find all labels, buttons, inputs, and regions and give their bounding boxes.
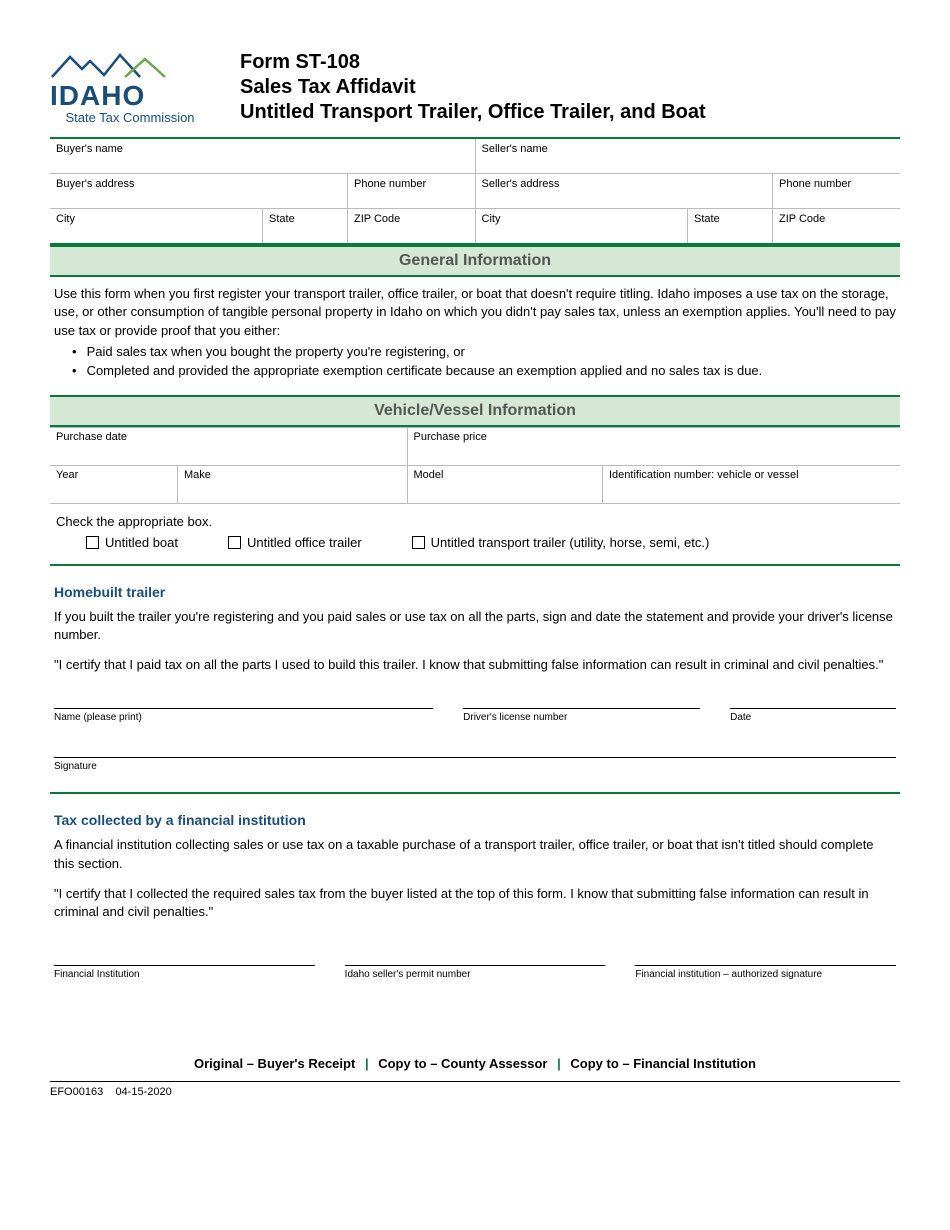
checkbox-icon	[412, 536, 425, 549]
header: IDAHO State Tax Commission Form ST-108 S…	[50, 50, 900, 125]
general-bullet-2: Completed and provided the appropriate e…	[72, 361, 896, 381]
checkbox-untitled-boat[interactable]: Untitled boat	[86, 535, 178, 550]
checkbox-label-2: Untitled office trailer	[247, 535, 362, 550]
financial-header: Tax collected by a financial institution	[50, 812, 900, 828]
signature-field[interactable]: Signature	[54, 757, 896, 772]
logo: IDAHO State Tax Commission	[50, 50, 210, 125]
date-field[interactable]: Date	[730, 708, 896, 723]
checkbox-untitled-transport[interactable]: Untitled transport trailer (utility, hor…	[412, 535, 710, 550]
form-id: EFO00163	[50, 1086, 103, 1098]
homebuilt-sig-row-1: Name (please print) Driver's license num…	[50, 708, 900, 723]
dl-number-label: Driver's license number	[463, 712, 700, 723]
auth-signature-label: Financial institution – authorized signa…	[635, 969, 896, 980]
financial-inst-label: Financial Institution	[54, 969, 315, 980]
buyer-phone-field[interactable]: Phone number	[348, 174, 476, 209]
seller-state-field[interactable]: State	[688, 209, 773, 245]
homebuilt-p1: If you built the trailer you're register…	[50, 608, 900, 644]
logo-subtitle: State Tax Commission	[50, 110, 210, 125]
homebuilt-p2: "I certify that I paid tax on all the pa…	[50, 656, 900, 674]
checkbox-section: Check the appropriate box. Untitled boat…	[50, 504, 900, 566]
checkbox-label-3: Untitled transport trailer (utility, hor…	[431, 535, 710, 550]
general-info-header: General Information	[50, 245, 900, 277]
checkbox-untitled-office[interactable]: Untitled office trailer	[228, 535, 362, 550]
title-line-3: Untitled Transport Trailer, Office Trail…	[240, 100, 900, 125]
dist-3: Copy to – Financial Institution	[570, 1056, 756, 1071]
year-field[interactable]: Year	[50, 465, 178, 503]
checkbox-prompt: Check the appropriate box.	[56, 514, 894, 529]
financial-p1: A financial institution collecting sales…	[50, 836, 900, 872]
homebuilt-sig-row-2: Signature	[50, 757, 900, 794]
form-footer: EFO00163 04-15-2020	[50, 1081, 900, 1098]
name-print-field[interactable]: Name (please print)	[54, 708, 433, 723]
mountain-icon	[50, 50, 170, 80]
distribution-footer: Original – Buyer's Receipt | Copy to – C…	[50, 1050, 900, 1077]
purchase-price-field[interactable]: Purchase price	[407, 427, 900, 465]
buyer-name-field[interactable]: Buyer's name	[50, 138, 475, 174]
dist-1: Original – Buyer's Receipt	[194, 1056, 355, 1071]
buyer-city-field[interactable]: City	[50, 209, 263, 245]
general-info-text: Use this form when you first register yo…	[50, 277, 900, 395]
seller-address-field[interactable]: Seller's address	[475, 174, 773, 209]
id-number-field[interactable]: Identification number: vehicle or vessel	[603, 465, 901, 503]
general-intro: Use this form when you first register yo…	[54, 286, 896, 337]
financial-p2: "I certify that I collected the required…	[50, 885, 900, 921]
seller-city-field[interactable]: City	[475, 209, 688, 245]
title-line-1: Form ST-108	[240, 50, 900, 75]
checkbox-label-1: Untitled boat	[105, 535, 178, 550]
purchase-date-field[interactable]: Purchase date	[50, 427, 407, 465]
buyer-state-field[interactable]: State	[263, 209, 348, 245]
buyer-address-field[interactable]: Buyer's address	[50, 174, 348, 209]
logo-text: IDAHO	[50, 83, 210, 108]
title-line-2: Sales Tax Affidavit	[240, 75, 900, 100]
permit-number-label: Idaho seller's permit number	[345, 969, 606, 980]
vessel-info-header: Vehicle/Vessel Information	[50, 395, 900, 427]
buyer-zip-field[interactable]: ZIP Code	[348, 209, 476, 245]
name-print-label: Name (please print)	[54, 712, 433, 723]
permit-number-field[interactable]: Idaho seller's permit number	[345, 965, 606, 980]
buyer-seller-table: Buyer's name Seller's name Buyer's addre…	[50, 137, 900, 245]
financial-inst-field[interactable]: Financial Institution	[54, 965, 315, 980]
vessel-table: Purchase date Purchase price Year Make M…	[50, 427, 900, 504]
seller-phone-field[interactable]: Phone number	[773, 174, 901, 209]
make-field[interactable]: Make	[178, 465, 408, 503]
seller-name-field[interactable]: Seller's name	[475, 138, 900, 174]
model-field[interactable]: Model	[407, 465, 603, 503]
seller-zip-field[interactable]: ZIP Code	[773, 209, 901, 245]
form-title: Form ST-108 Sales Tax Affidavit Untitled…	[240, 50, 900, 125]
financial-sig-row: Financial Institution Idaho seller's per…	[50, 965, 900, 980]
form-date: 04-15-2020	[115, 1086, 171, 1098]
date-label: Date	[730, 712, 896, 723]
dist-2: Copy to – County Assessor	[378, 1056, 547, 1071]
auth-signature-field[interactable]: Financial institution – authorized signa…	[635, 965, 896, 980]
signature-label: Signature	[54, 761, 896, 772]
general-bullet-1: Paid sales tax when you bought the prope…	[72, 342, 896, 362]
homebuilt-header: Homebuilt trailer	[50, 584, 900, 600]
checkbox-icon	[86, 536, 99, 549]
dl-number-field[interactable]: Driver's license number	[463, 708, 700, 723]
checkbox-icon	[228, 536, 241, 549]
